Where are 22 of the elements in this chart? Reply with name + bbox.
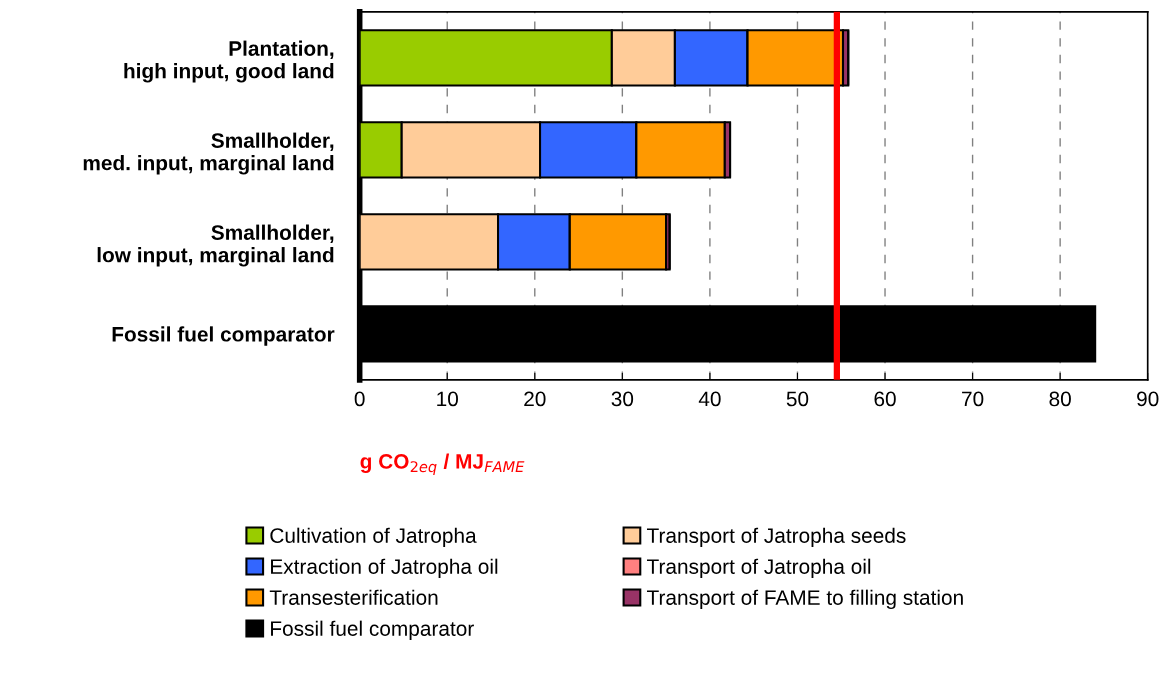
x-tick-label: 50: [786, 391, 809, 407]
x-tick-label: 30: [611, 391, 634, 407]
legend-label: Fossil fuel comparator: [271, 620, 474, 641]
x-tick-label: 10: [437, 391, 459, 407]
legend-label: Transport of Jatropha seeds: [646, 527, 906, 548]
y-tick-label: Smallholder, med. input, marginal land: [83, 132, 334, 175]
legend-label: Transesterification: [269, 589, 438, 605]
y-tick-label: Fossil fuel comparator: [112, 326, 335, 346]
legend-label: Extraction of Jatropha oil: [271, 558, 498, 579]
x-tick-label: 60: [874, 391, 896, 407]
x-tick-label: 90: [1137, 391, 1159, 407]
legend-label: Cultivation of Jatropha: [270, 527, 477, 548]
legend-label: Transport of FAME to filling station: [646, 589, 963, 610]
y-tick-label: Plantation, high input, good land: [124, 40, 334, 83]
legend-label: Transport of Jatropha oil: [646, 558, 871, 579]
x-tick-label: 20: [524, 391, 546, 407]
y-tick-label: Smallholder, low input, marginal land: [97, 224, 334, 267]
x-tick-label: 0: [354, 391, 365, 407]
x-tick-label: 40: [698, 391, 721, 407]
x-axis-title: g CO$_{2eq}$ / MJ$_{FAME}$: [360, 453, 525, 475]
x-tick-label: 80: [1049, 391, 1071, 407]
x-tick-label: 70: [962, 391, 984, 407]
